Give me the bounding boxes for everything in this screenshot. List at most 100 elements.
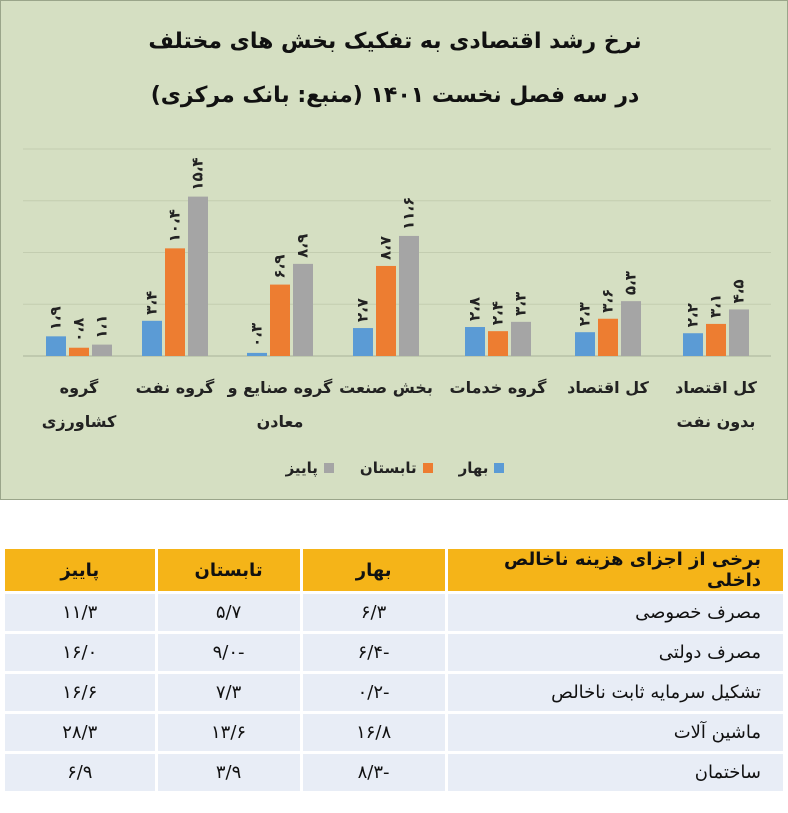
data-label: ۳،۳ bbox=[512, 292, 530, 316]
legend-swatch bbox=[422, 463, 433, 473]
table-header-component: برخی از اجزای هزینه ناخالص داخلی bbox=[447, 549, 783, 591]
data-label: ۲،۴ bbox=[489, 301, 507, 325]
table-cell-spring: ۱۶/۸ bbox=[302, 714, 445, 751]
table-row: مصرف دولتی -۶/۴ -۹/۰ ۱۶/۰ bbox=[5, 634, 783, 671]
legend-item: بهار bbox=[459, 459, 505, 477]
table-row: تشکیل سرمایه ثابت ناخالص -۰/۲ ۷/۳ ۱۶/۶ bbox=[5, 674, 783, 711]
gdp-components-table: برخی از اجزای هزینه ناخالص داخلی بهار تا… bbox=[2, 546, 786, 794]
category-label-line: بخش صنعت bbox=[339, 378, 433, 397]
table-cell-spring: -۸/۳ bbox=[302, 754, 445, 791]
bar-autumn bbox=[188, 196, 208, 356]
table-cell-autumn: ۱۶/۰ bbox=[5, 634, 155, 671]
data-label: ۵،۳ bbox=[622, 271, 640, 295]
bar-summer bbox=[488, 331, 508, 356]
table-cell-component: مصرف خصوصی bbox=[447, 594, 783, 631]
category-label-line: کل اقتصاد bbox=[675, 378, 757, 397]
bar-summer bbox=[270, 284, 290, 356]
bar-spring bbox=[46, 336, 66, 356]
table-header-autumn: پاییز bbox=[5, 549, 155, 591]
bar-autumn bbox=[621, 301, 641, 356]
legend-swatch bbox=[323, 463, 334, 473]
bar-spring bbox=[353, 328, 373, 356]
category-label-line: گروه صنایع و bbox=[227, 378, 333, 397]
table-cell-component: ساختمان bbox=[447, 754, 783, 791]
table-cell-summer: ۱۳/۶ bbox=[157, 714, 300, 751]
bar-autumn bbox=[729, 309, 749, 356]
data-label: ۰،۸ bbox=[70, 318, 88, 342]
data-label: ۱،۱ bbox=[93, 315, 111, 339]
chart-subtitle: در سه فصل نخست ۱۴۰۱ (منبع: بانک مرکزی) bbox=[150, 83, 640, 108]
table-cell-autumn: ۲۸/۳ bbox=[5, 714, 155, 751]
table-cell-component: ماشین آلات bbox=[447, 714, 783, 751]
bar-autumn bbox=[399, 235, 419, 356]
table-header-row: برخی از اجزای هزینه ناخالص داخلی بهار تا… bbox=[5, 549, 783, 591]
chart-legend: بهار تابستان پاییز bbox=[1, 459, 788, 477]
bar-spring bbox=[683, 333, 703, 356]
data-label: ۰،۳ bbox=[248, 323, 266, 347]
data-label: ۲،۲ bbox=[684, 303, 702, 327]
category-label: گروه صنایع و معادن bbox=[220, 371, 340, 439]
category-label-line: گروه نفت bbox=[135, 378, 215, 397]
data-label: ۱۱،۶ bbox=[400, 197, 418, 230]
data-label: ۸،۷ bbox=[377, 236, 395, 260]
table-cell-spring: -۶/۴ bbox=[302, 634, 445, 671]
legend-item: پاییز bbox=[286, 459, 334, 477]
data-label: ۶،۹ bbox=[271, 255, 289, 279]
category-label-line: گروه خدمات bbox=[449, 378, 547, 397]
table-cell-component: مصرف دولتی bbox=[447, 634, 783, 671]
table-row: ساختمان -۸/۳ ۳/۹ ۶/۹ bbox=[5, 754, 783, 791]
bar-autumn bbox=[511, 321, 531, 356]
bar-summer bbox=[598, 318, 618, 356]
bar-autumn bbox=[293, 263, 313, 356]
data-label: ۱،۹ bbox=[47, 306, 65, 330]
legend-label: بهار bbox=[458, 459, 489, 477]
table-cell-spring: ۶/۳ bbox=[302, 594, 445, 631]
chart-title: نرخ رشد اقتصادی به تفکیک بخش های مختلف bbox=[148, 29, 642, 54]
table-cell-summer: ۳/۹ bbox=[157, 754, 300, 791]
category-label-line: کشاورزی bbox=[41, 412, 117, 431]
data-label: ۸،۹ bbox=[294, 234, 312, 258]
data-label: ۳،۴ bbox=[143, 291, 161, 315]
bar-summer bbox=[376, 265, 396, 356]
bar-spring bbox=[575, 332, 595, 356]
bar-summer bbox=[165, 248, 185, 356]
bar-spring bbox=[142, 320, 162, 356]
data-label: ۲،۳ bbox=[576, 302, 594, 326]
legend-swatch bbox=[494, 463, 505, 473]
bar-summer bbox=[69, 347, 89, 356]
data-label: ۱۵،۴ bbox=[189, 157, 207, 190]
category-label-line: کل اقتصاد bbox=[567, 378, 649, 397]
table-cell-autumn: ۶/۹ bbox=[5, 754, 155, 791]
bar-spring bbox=[247, 352, 267, 356]
category-label: گروه خدمات bbox=[438, 371, 558, 405]
category-label: گروه کشاورزی bbox=[19, 371, 139, 439]
bar-spring bbox=[465, 327, 485, 356]
data-label: ۱۰،۴ bbox=[166, 209, 184, 242]
table-cell-spring: -۰/۲ bbox=[302, 674, 445, 711]
table-row: مصرف خصوصی ۶/۳ ۵/۷ ۱۱/۳ bbox=[5, 594, 783, 631]
table-cell-summer: -۹/۰ bbox=[157, 634, 300, 671]
data-label: ۲،۸ bbox=[466, 297, 484, 321]
legend-label: تابستان bbox=[359, 459, 417, 477]
bar-summer bbox=[706, 323, 726, 356]
category-label: گروه نفت bbox=[115, 371, 235, 405]
bar-autumn bbox=[92, 344, 112, 356]
data-label: ۲،۷ bbox=[354, 298, 372, 322]
data-label: ۴،۵ bbox=[730, 279, 748, 303]
table-cell-autumn: ۱۱/۳ bbox=[5, 594, 155, 631]
table-cell-summer: ۷/۳ bbox=[157, 674, 300, 711]
table-cell-component: تشکیل سرمایه ثابت ناخالص bbox=[447, 674, 783, 711]
category-label: کل اقتصاد بدون نفت bbox=[656, 371, 776, 439]
data-label: ۳،۶ bbox=[599, 289, 617, 313]
bar-chart: ۲،۲ ۳،۱ ۴،۵ ۲،۳ ۳،۶ ۵،۳ ۲،۸ ۲،۴ ۳،۳ ۲،۷ ۸،۷ ۱۱،۶ ۰،۳… bbox=[23, 148, 771, 357]
category-label: کل اقتصاد bbox=[548, 371, 668, 405]
table-header-summer: تابستان bbox=[157, 549, 300, 591]
category-label: بخش صنعت bbox=[326, 371, 446, 405]
table-row: ماشین آلات ۱۶/۸ ۱۳/۶ ۲۸/۳ bbox=[5, 714, 783, 751]
chart-panel: نرخ رشد اقتصادی به تفکیک بخش های مختلف د… bbox=[0, 0, 788, 500]
table-cell-summer: ۵/۷ bbox=[157, 594, 300, 631]
data-label: ۳،۱ bbox=[707, 294, 725, 318]
category-label-line: گروه bbox=[59, 378, 99, 397]
table-header-spring: بهار bbox=[302, 549, 445, 591]
category-label-line: معادن bbox=[256, 412, 304, 431]
